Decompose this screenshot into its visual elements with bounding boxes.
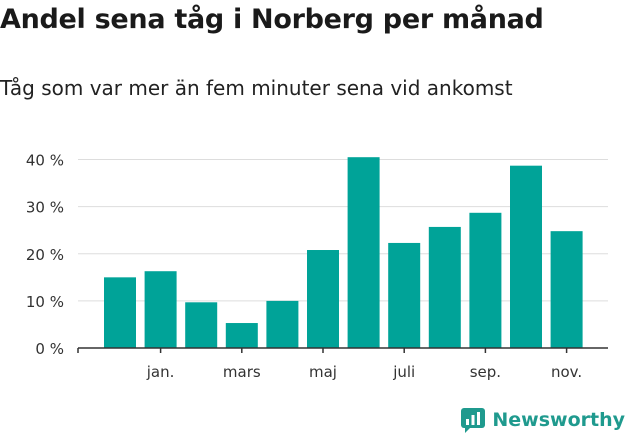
y-axis-tick-labels: 0 % 10 % 20 % 30 % 40 %	[26, 152, 64, 358]
brand-name: Newsworthy	[492, 409, 625, 431]
x-tick-label: nov.	[551, 363, 582, 381]
bar-sep	[469, 212, 502, 348]
bar-dec	[104, 277, 136, 348]
bar-mars	[225, 323, 258, 348]
bar-aug	[428, 226, 461, 348]
y-tick-label: 30 %	[26, 199, 64, 217]
newsworthy-logo-icon	[461, 408, 486, 433]
bar-maj	[307, 250, 339, 348]
x-tick-label: jan.	[146, 363, 175, 381]
bar-apr	[266, 300, 299, 348]
x-tick-label: maj	[309, 363, 337, 381]
newsworthy-brand: Newsworthy	[460, 407, 625, 433]
x-tick-label: sep.	[470, 363, 501, 381]
bar-juni	[347, 157, 380, 348]
bar-feb	[185, 302, 218, 348]
y-tick-label: 10 %	[26, 293, 64, 311]
bar-okt	[510, 165, 542, 348]
x-axis	[77, 347, 608, 353]
x-tick-label: mars	[223, 363, 261, 381]
bar-juli	[388, 242, 421, 348]
chart-subtitle: Tåg som var mer än fem minuter sena vid …	[0, 76, 513, 100]
x-tick-label: juli	[392, 363, 415, 381]
y-tick-label: 40 %	[26, 152, 64, 170]
chart-title: Andel sena tåg i Norberg per månad	[0, 4, 544, 35]
bar-jan	[144, 271, 177, 348]
bar-nov	[550, 231, 583, 348]
bars	[104, 157, 583, 348]
y-tick-label: 0 %	[35, 340, 64, 358]
y-tick-label: 20 %	[26, 246, 64, 264]
x-axis-tick-labels: jan. mars maj juli sep. nov.	[146, 363, 582, 381]
